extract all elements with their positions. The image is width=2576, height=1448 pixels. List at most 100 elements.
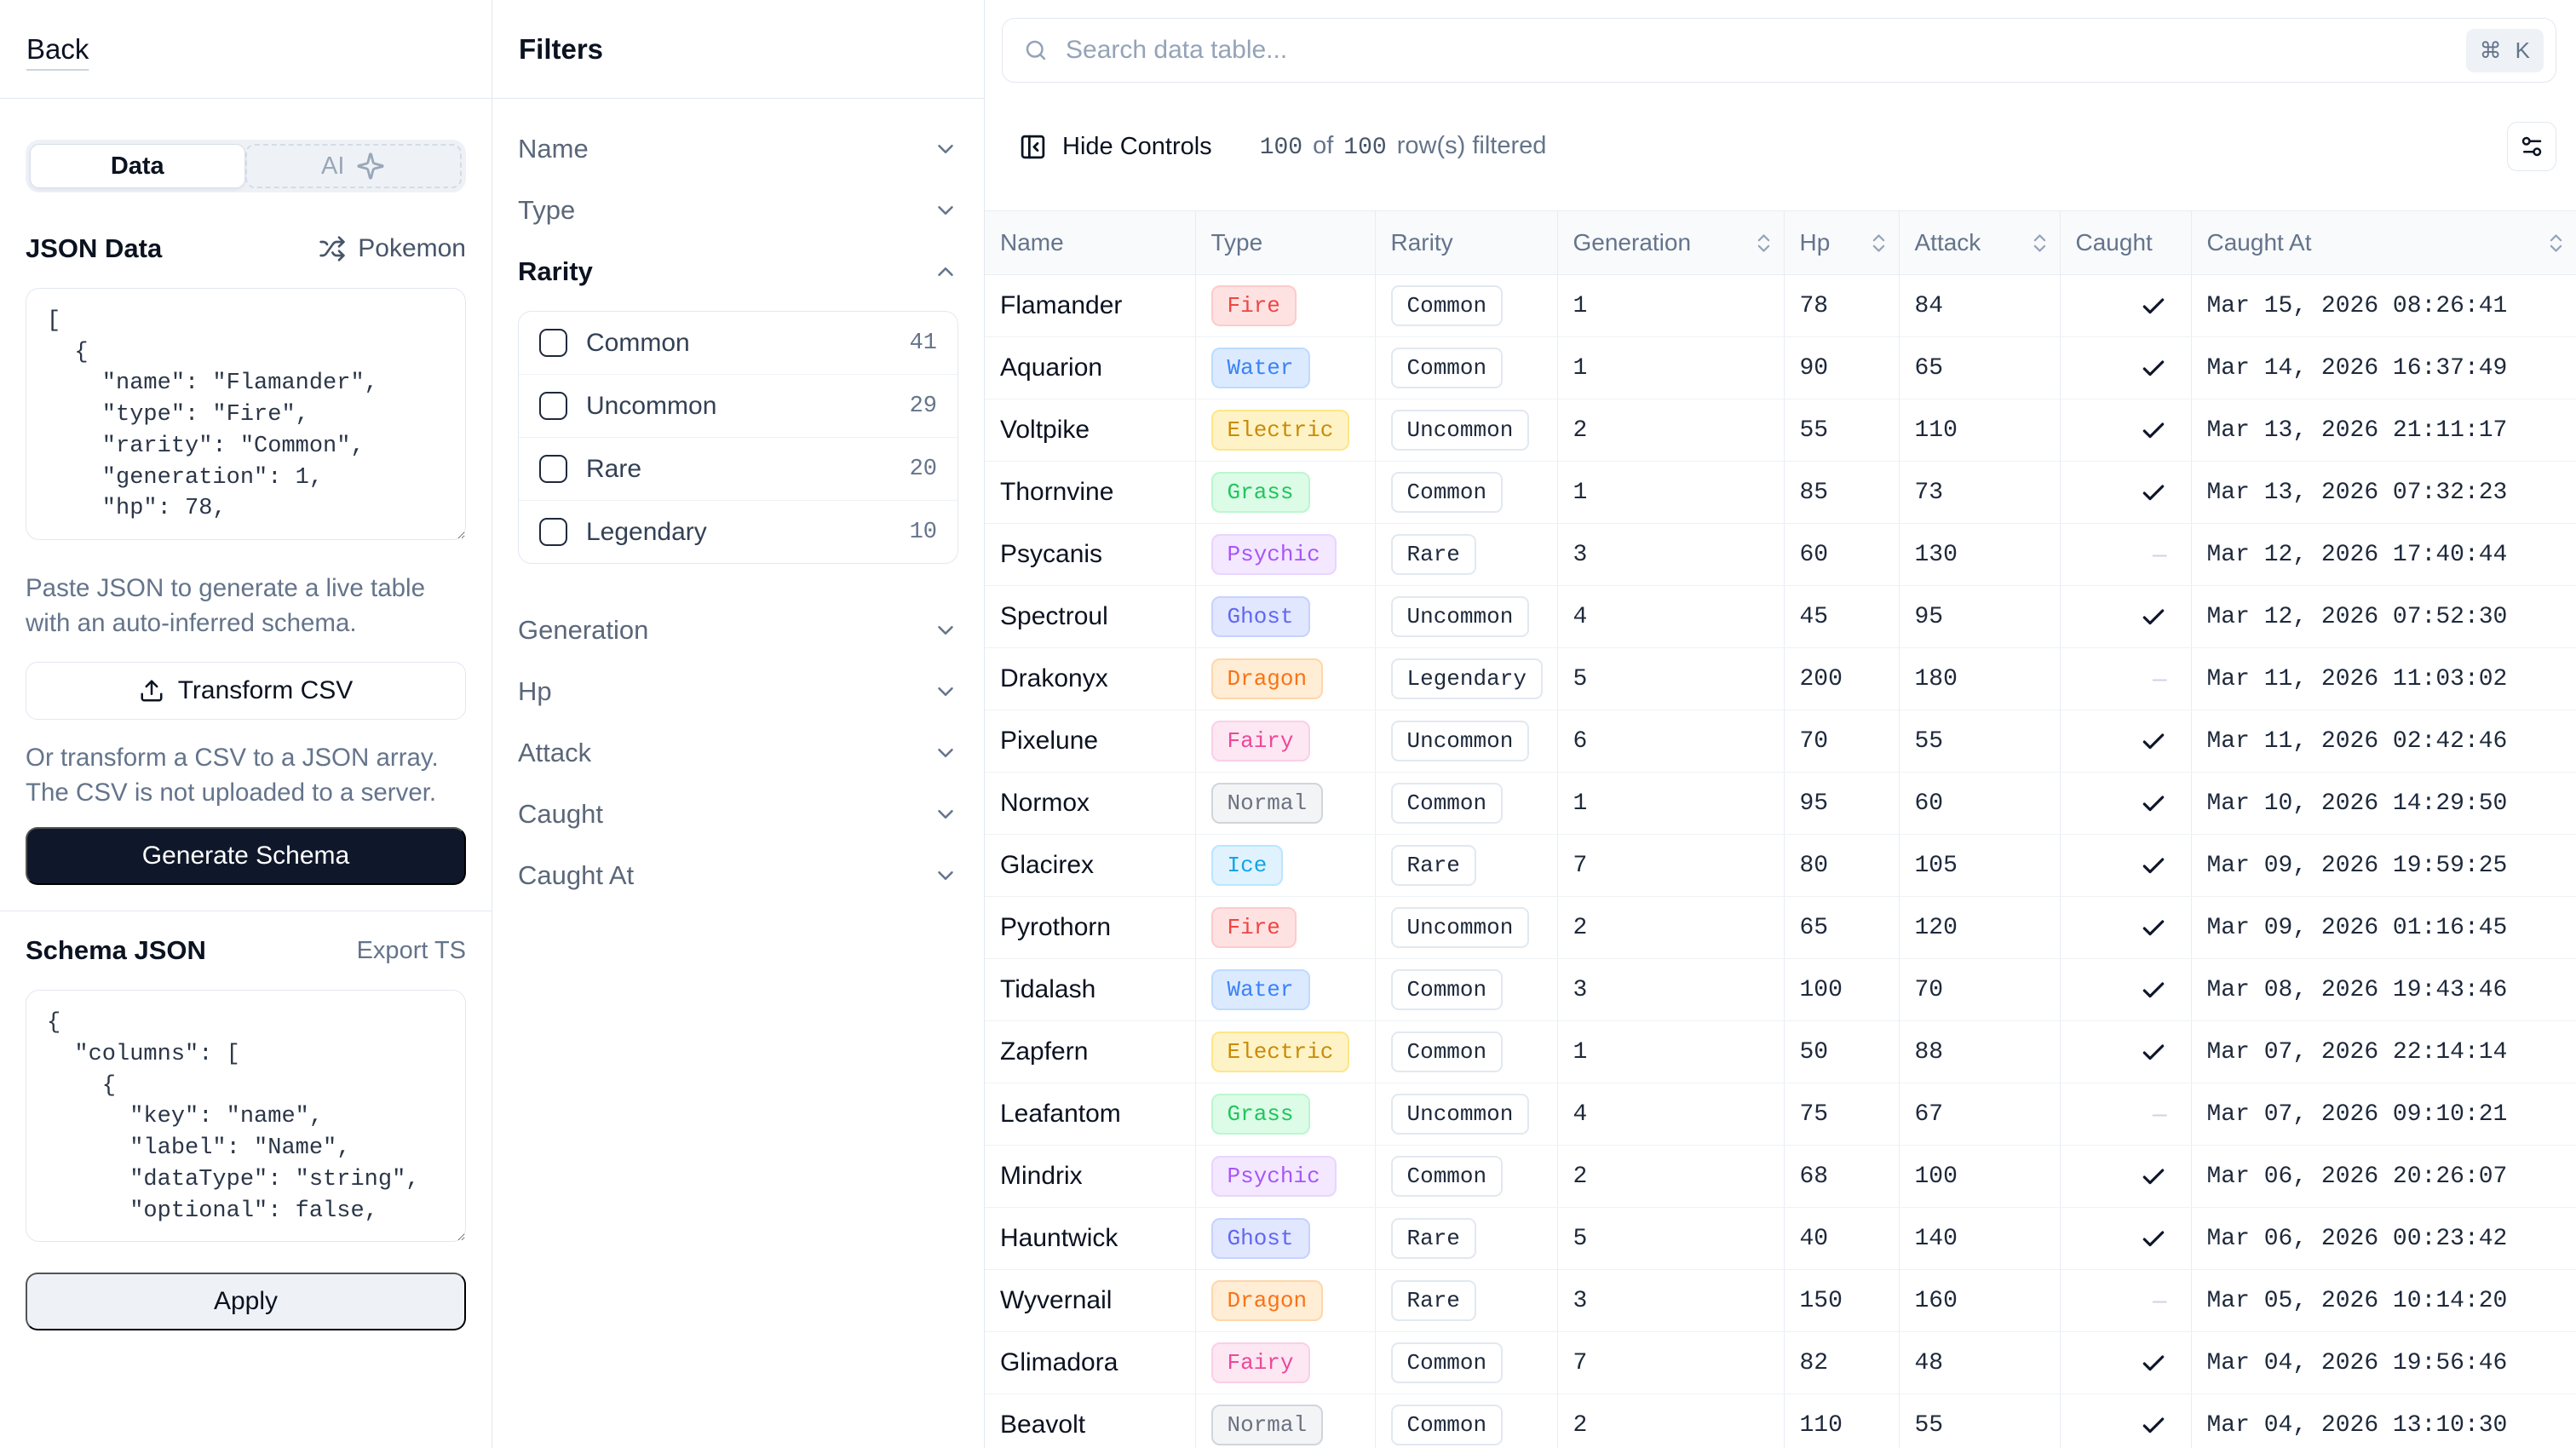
cell-name: Pyrothorn: [985, 896, 1196, 959]
table-row: Wyvernail Dragon Rare 3 150 160 – Mar 05, 2026 …: [985, 1269, 2576, 1332]
cell-attack: 100: [1899, 1145, 2061, 1208]
csv-help-text: Or transform a CSV to a JSON array. The …: [26, 743, 439, 807]
cell-type: Psychic: [1195, 1145, 1376, 1208]
filter-section-caught[interactable]: Caught: [518, 784, 958, 845]
filter-option-common[interactable]: Common 41: [519, 312, 957, 375]
filter-section-label: Rarity: [518, 256, 593, 286]
left-sidebar: Back Data AI JSON Data: [0, 0, 492, 1448]
cell-caught-at: Mar 12, 2026 07:52:30: [2191, 585, 2576, 648]
filter-section-rarity[interactable]: Rarity: [518, 241, 958, 302]
column-header-caught_at[interactable]: Caught At: [2191, 210, 2576, 275]
filter-section-type[interactable]: Type: [518, 180, 958, 241]
view-settings-button[interactable]: [2507, 122, 2556, 171]
cell-caught-at: Mar 07, 2026 09:10:21: [2191, 1083, 2576, 1146]
caught-dash: –: [2152, 664, 2167, 692]
filter-section-caught-at[interactable]: Caught At: [518, 845, 958, 906]
cell-caught-at: Mar 11, 2026 11:03:02: [2191, 647, 2576, 710]
filter-option-checkbox[interactable]: [539, 329, 567, 357]
table-row: Leafantom Grass Uncommon 4 75 67 – Mar 07, 2026…: [985, 1083, 2576, 1146]
column-header-label: Attack: [1914, 229, 1981, 256]
search-input[interactable]: [1064, 35, 2451, 66]
cell-type: Grass: [1195, 461, 1376, 524]
cell-type: Ghost: [1195, 585, 1376, 648]
cell-hp: 150: [1784, 1269, 1900, 1332]
schema-json-textarea[interactable]: { "columns": [ { "key": "name", "label":…: [26, 990, 466, 1243]
cell-attack: 70: [1899, 958, 2061, 1021]
cell-hp: 85: [1784, 461, 1900, 524]
cell-generation: 7: [1557, 1331, 1785, 1394]
rarity-badge: Common: [1390, 348, 1504, 388]
randomize-dataset-button[interactable]: Pokemon: [319, 234, 466, 263]
filter-option-label: Legendary: [586, 517, 707, 546]
filter-section-generation[interactable]: Generation: [518, 600, 958, 661]
table-toolbar: Hide Controls 100 of 100 row(s) filtered: [1002, 122, 2556, 171]
cell-generation: 3: [1557, 1269, 1785, 1332]
cell-generation: 4: [1557, 585, 1785, 648]
cell-caught: –: [2060, 1083, 2192, 1146]
rarity-badge: Rare: [1390, 1280, 1476, 1321]
chevron-down-icon: [938, 687, 953, 696]
chevron-down-icon: [938, 626, 953, 635]
filter-option-label: Rare: [586, 454, 642, 483]
filter-option-checkbox[interactable]: [539, 455, 567, 483]
hide-controls-button[interactable]: Hide Controls: [1019, 133, 1212, 161]
cell-name: Psycanis: [985, 523, 1196, 586]
cell-caught: [2060, 1207, 2192, 1270]
filter-option-label: Uncommon: [586, 391, 717, 420]
type-badge: Fairy: [1210, 721, 1310, 761]
cell-rarity: Uncommon: [1375, 585, 1558, 648]
cell-caught: [2060, 274, 2192, 337]
cell-type: Fire: [1195, 274, 1376, 337]
filter-option-count: 41: [909, 330, 937, 356]
cell-name: Glacirex: [985, 834, 1196, 897]
tab-ai[interactable]: AI: [244, 144, 462, 188]
filter-section-label: Caught At: [518, 860, 635, 890]
json-data-label: JSON Data: [26, 233, 163, 263]
column-header-attack[interactable]: Attack: [1899, 210, 2061, 275]
cell-caught-at: Mar 13, 2026 07:32:23: [2191, 461, 2576, 524]
filter-section-name[interactable]: Name: [518, 118, 958, 180]
filter-section-hp[interactable]: Hp: [518, 661, 958, 722]
filter-option-uncommon[interactable]: Uncommon 29: [519, 375, 957, 438]
table-row: Aquarion Water Common 1 90 65 Mar 14, 2026 16…: [985, 336, 2576, 399]
cell-hp: 68: [1784, 1145, 1900, 1208]
search-shortcut-badge: ⌘ K: [2465, 28, 2544, 72]
table-row: Flamander Fire Common 1 78 84 Mar 15, 2026 08…: [985, 274, 2576, 337]
cell-caught: [2060, 1145, 2192, 1208]
filter-section-attack[interactable]: Attack: [518, 722, 958, 784]
json-data-textarea[interactable]: [ { "name": "Flamander", "type": "Fire",…: [26, 288, 466, 540]
table-row: Mindrix Psychic Common 2 68 100 Mar 06, 2026 …: [985, 1145, 2576, 1208]
filter-option-legendary[interactable]: Legendary 10: [519, 501, 957, 563]
transform-csv-button[interactable]: Transform CSV: [26, 661, 466, 720]
table-row: Psycanis Psychic Rare 3 60 130 – Mar 12, 2026 1…: [985, 523, 2576, 586]
table-row: Tidalash Water Common 3 100 70 Mar 08, 2026 1…: [985, 958, 2576, 1021]
cell-attack: 160: [1899, 1269, 2061, 1332]
cell-hp: 75: [1784, 1083, 1900, 1146]
cell-type: Grass: [1195, 1083, 1376, 1146]
caught-check-icon: [2142, 982, 2164, 998]
cell-hp: 82: [1784, 1331, 1900, 1394]
cell-name: Tidalash: [985, 958, 1196, 1021]
cell-generation: 2: [1557, 399, 1785, 462]
filter-option-rare[interactable]: Rare 20: [519, 438, 957, 501]
chevron-down-icon: [938, 871, 953, 880]
cell-hp: 95: [1784, 772, 1900, 835]
back-link[interactable]: Back: [26, 32, 89, 65]
type-badge: Ice: [1210, 845, 1284, 886]
cell-caught: –: [2060, 647, 2192, 710]
apply-button[interactable]: Apply: [26, 1273, 466, 1331]
export-ts-button[interactable]: Export TS: [356, 936, 466, 964]
search-bar: ⌘ K: [1002, 18, 2556, 83]
tab-data[interactable]: Data: [30, 144, 245, 188]
filter-option-checkbox[interactable]: [539, 392, 567, 420]
column-header-name: Name: [985, 210, 1196, 275]
generate-schema-button[interactable]: Generate Schema: [26, 827, 466, 886]
filter-status: 100 of 100 row(s) filtered: [1260, 132, 1547, 161]
column-header-generation[interactable]: Generation: [1557, 210, 1785, 275]
filters-panel: Filters Name Type Rarity Common 41 Uncom…: [492, 0, 985, 1448]
filter-option-checkbox[interactable]: [539, 518, 567, 546]
cell-hp: 50: [1784, 1020, 1900, 1083]
filter-option-count: 10: [909, 519, 937, 545]
column-header-hp[interactable]: Hp: [1784, 210, 1900, 275]
